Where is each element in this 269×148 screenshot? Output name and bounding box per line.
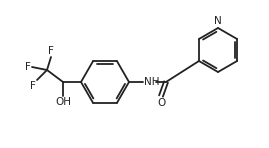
Text: F: F	[25, 62, 31, 72]
Text: NH: NH	[144, 77, 160, 87]
Text: F: F	[48, 46, 54, 56]
Text: O: O	[157, 98, 165, 108]
Text: N: N	[214, 16, 222, 26]
Text: OH: OH	[55, 97, 71, 107]
Text: F: F	[30, 81, 36, 91]
